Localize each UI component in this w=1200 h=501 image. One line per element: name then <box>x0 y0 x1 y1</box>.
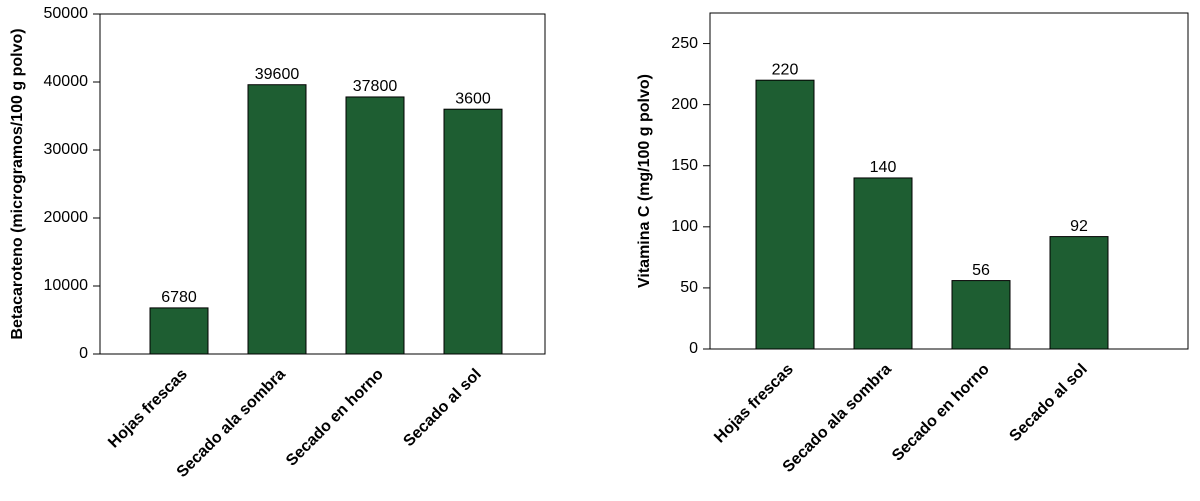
x-tick-label: Secado en horno <box>283 366 387 470</box>
bar <box>1049 236 1109 350</box>
value-label: 220 <box>772 61 799 78</box>
value-label: 3600 <box>455 90 491 107</box>
bar <box>853 177 913 350</box>
value-label: 140 <box>870 159 897 176</box>
bar <box>149 307 209 355</box>
x-tick-label: Secado ala sombra <box>780 361 895 476</box>
x-tick-label: Secado al sol <box>400 366 484 450</box>
bar <box>443 108 503 355</box>
bar <box>345 96 405 355</box>
y-axis-label: Vitamina C (mg/100 g polvo) <box>636 74 653 288</box>
y-tick-label: 0 <box>79 345 88 362</box>
value-label: 37800 <box>353 78 398 95</box>
y-tick-label: 100 <box>671 218 698 235</box>
y-tick-label: 50000 <box>44 5 89 22</box>
value-label: 6780 <box>161 289 197 306</box>
y-tick-label: 250 <box>671 35 698 52</box>
y-tick-label: 0 <box>689 340 698 357</box>
value-label: 39600 <box>255 66 300 83</box>
plot-frame <box>709 12 1189 350</box>
x-tick-label: Hojas frescas <box>711 361 797 447</box>
bar <box>951 280 1011 350</box>
plot-frame <box>99 13 546 355</box>
y-tick-label: 30000 <box>44 141 89 158</box>
bar <box>247 84 307 355</box>
y-tick-label: 20000 <box>44 209 89 226</box>
y-tick-label: 50 <box>680 279 698 296</box>
y-tick-label: 40000 <box>44 73 89 90</box>
y-tick-label: 10000 <box>44 277 89 294</box>
bar <box>755 79 815 350</box>
x-tick-label: Hojas frescas <box>105 366 191 452</box>
x-tick-label: Secado ala sombra <box>174 366 289 481</box>
y-tick-label: 200 <box>671 96 698 113</box>
y-axis-label: Betacaroteno (microgramos/100 g polvo) <box>9 28 26 339</box>
y-tick-label: 150 <box>671 157 698 174</box>
value-label: 92 <box>1070 218 1088 235</box>
value-label: 56 <box>972 262 990 279</box>
x-tick-label: Secado al sol <box>1006 361 1090 445</box>
x-tick-label: Secado en horno <box>889 361 993 465</box>
